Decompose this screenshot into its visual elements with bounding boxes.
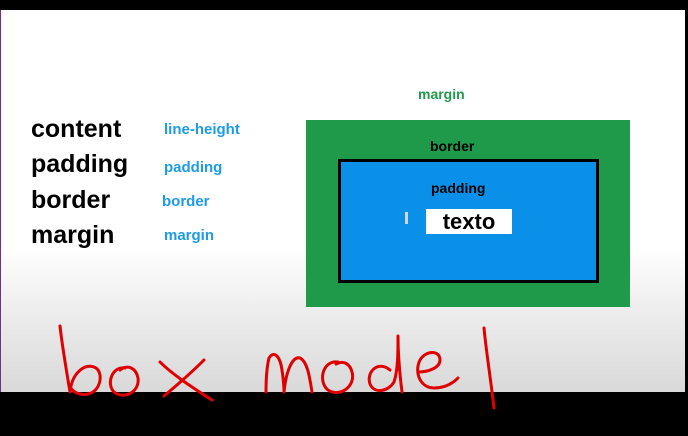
term-margin: margin bbox=[31, 221, 115, 249]
handwriting-stroke-o1 bbox=[109, 365, 140, 397]
border-label: border bbox=[430, 138, 475, 154]
handwriting-stroke-m bbox=[264, 353, 314, 394]
box-model-border-area: border padding texto bbox=[306, 120, 630, 307]
padding-label: padding bbox=[431, 180, 486, 196]
window-edge-right bbox=[685, 10, 688, 392]
handwriting-stroke-e bbox=[416, 351, 460, 390]
content-label: texto bbox=[442, 208, 496, 234]
handwriting-stroke-d bbox=[367, 334, 404, 394]
handwriting-stroke-b bbox=[58, 324, 102, 396]
box-model-padding-area: padding texto bbox=[338, 159, 599, 283]
prop-margin: margin bbox=[164, 227, 215, 244]
term-content: content bbox=[31, 115, 122, 143]
text-cursor-icon bbox=[405, 212, 408, 224]
handwriting-stroke-o2 bbox=[321, 360, 355, 395]
window-edge-left bbox=[0, 10, 1, 392]
prop-border: border bbox=[162, 193, 210, 210]
term-border: border bbox=[31, 186, 111, 214]
prop-line-height: line-height bbox=[164, 121, 240, 138]
box-model-content-area: texto bbox=[426, 209, 512, 234]
prop-padding: padding bbox=[164, 159, 223, 176]
margin-label: margin bbox=[418, 86, 465, 102]
term-padding: padding bbox=[31, 150, 129, 178]
handwriting-stroke-x2 bbox=[162, 358, 206, 398]
handwriting-stroke-l bbox=[482, 326, 496, 410]
